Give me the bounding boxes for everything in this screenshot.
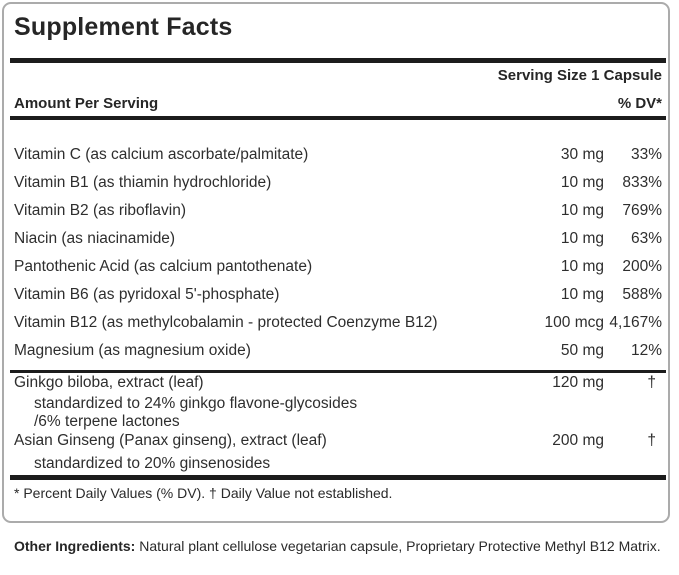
nutrient-name: Pantothenic Acid (as calcium pantothenat… bbox=[14, 258, 313, 275]
nutrient-name: Vitamin B1 (as thiamin hydrochloride) bbox=[14, 174, 272, 191]
dagger-symbol: † bbox=[647, 374, 656, 391]
botanical-standardization: /6% terpene lactones bbox=[34, 413, 180, 430]
nutrient-row: Vitamin B12 (as methylcobalamin - protec… bbox=[14, 314, 662, 332]
nutrient-name: Vitamin C (as calcium ascorbate/palmitat… bbox=[14, 146, 309, 163]
nutrient-row: Magnesium (as magnesium oxide) 50 mg 12% bbox=[14, 342, 662, 360]
nutrient-amount: 10 mg bbox=[560, 230, 604, 247]
nutrient-dv: 588% bbox=[622, 286, 662, 303]
divider-botanicals bbox=[10, 370, 666, 373]
dagger-symbol: † bbox=[647, 432, 656, 449]
nutrient-dv: 769% bbox=[622, 202, 662, 219]
nutrient-amount: 10 mg bbox=[560, 258, 604, 275]
botanical-standardization: standardized to 20% ginsenosides bbox=[34, 455, 271, 472]
divider-heavy-bottom bbox=[10, 475, 666, 480]
nutrient-row: Vitamin B1 (as thiamin hydrochloride) 10… bbox=[14, 174, 662, 192]
botanical-standardization: standardized to 24% ginkgo flavone-glyco… bbox=[34, 395, 358, 412]
botanical-name: Ginkgo biloba, extract (leaf) bbox=[14, 374, 204, 391]
botanical-amount: 200 mg bbox=[552, 432, 604, 449]
percent-dv-header: % DV* bbox=[617, 95, 662, 112]
nutrient-amount: 10 mg bbox=[560, 202, 604, 219]
nutrient-row: Vitamin C (as calcium ascorbate/palmitat… bbox=[14, 146, 662, 164]
nutrient-row: Vitamin B2 (as riboflavin) 10 mg 769% bbox=[14, 202, 662, 220]
nutrient-amount: 100 mcg bbox=[544, 314, 604, 331]
nutrient-row: Pantothenic Acid (as calcium pantothenat… bbox=[14, 258, 662, 276]
columns-header: Amount Per Serving % DV* bbox=[14, 95, 662, 112]
nutrient-dv: 63% bbox=[630, 230, 662, 247]
divider-header bbox=[10, 116, 666, 120]
serving-size: Serving Size 1 Capsule bbox=[497, 67, 662, 84]
divider-heavy-top bbox=[10, 58, 666, 63]
nutrient-dv: 200% bbox=[622, 258, 662, 275]
other-ingredients-label: Other Ingredients: bbox=[14, 538, 136, 554]
botanical-row: Ginkgo biloba, extract (leaf) 120 mg † bbox=[14, 374, 662, 392]
nutrient-amount: 30 mg bbox=[560, 146, 604, 163]
daily-value-footnote: * Percent Daily Values (% DV). † Daily V… bbox=[14, 485, 393, 501]
nutrient-name: Vitamin B2 (as riboflavin) bbox=[14, 202, 187, 219]
nutrient-dv: 833% bbox=[622, 174, 662, 191]
other-ingredients-text: Natural plant cellulose vegetarian capsu… bbox=[139, 538, 661, 554]
nutrient-dv: 4,167% bbox=[609, 314, 662, 331]
nutrient-row: Niacin (as niacinamide) 10 mg 63% bbox=[14, 230, 662, 248]
panel-title: Supplement Facts bbox=[14, 13, 233, 41]
nutrient-name: Magnesium (as magnesium oxide) bbox=[14, 342, 251, 359]
nutrient-row: Vitamin B6 (as pyridoxal 5'-phosphate) 1… bbox=[14, 286, 662, 304]
botanical-row: Asian Ginseng (Panax ginseng), extract (… bbox=[14, 432, 662, 450]
nutrient-name: Vitamin B6 (as pyridoxal 5'-phosphate) bbox=[14, 286, 280, 303]
supplement-facts-panel: Supplement Facts Serving Size 1 Capsule … bbox=[2, 2, 670, 523]
other-ingredients: Other Ingredients: Natural plant cellulo… bbox=[14, 535, 666, 558]
botanical-amount: 120 mg bbox=[552, 374, 604, 391]
botanical-name: Asian Ginseng (Panax ginseng), extract (… bbox=[14, 432, 327, 449]
nutrient-amount: 10 mg bbox=[560, 174, 604, 191]
amount-per-serving-header: Amount Per Serving bbox=[14, 95, 159, 112]
nutrient-amount: 50 mg bbox=[560, 342, 604, 359]
nutrient-dv: 33% bbox=[630, 146, 662, 163]
nutrient-amount: 10 mg bbox=[560, 286, 604, 303]
nutrient-dv: 12% bbox=[630, 342, 662, 359]
nutrient-name: Niacin (as niacinamide) bbox=[14, 230, 176, 247]
nutrient-name: Vitamin B12 (as methylcobalamin - protec… bbox=[14, 314, 438, 331]
nutrient-rows: Vitamin C (as calcium ascorbate/palmitat… bbox=[14, 146, 662, 360]
